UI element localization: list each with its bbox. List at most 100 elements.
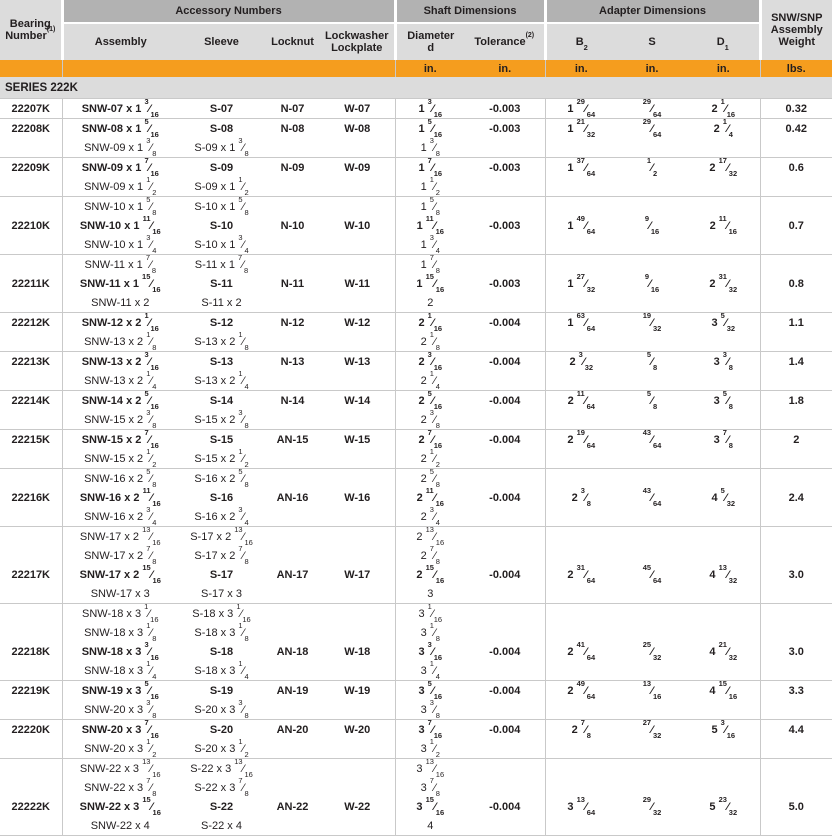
cell-d1 <box>687 371 760 391</box>
table-row: 22210K SNW-10 x 1 11⁄16 S-10 N-10 W-10 1 11⁄1… <box>0 216 832 235</box>
cell-lockwasher: W-22 <box>344 800 371 813</box>
cell-tolerance: -0.004 <box>465 351 546 371</box>
cell-lockwasher: W-17 <box>344 568 371 581</box>
cell-tolerance <box>465 371 545 391</box>
cell-sleeve: S-16 <box>209 491 234 504</box>
header-bearing-label: Bearing Number <box>5 18 51 42</box>
cell-locknut <box>265 371 320 391</box>
cell-weight <box>759 293 832 313</box>
table-row: 22219K SNW-19 x 3 5⁄16 S-19 AN-19 W-19 3 5⁄16… <box>0 680 832 700</box>
cell-b2 <box>544 623 618 642</box>
cell-lockwasher <box>320 293 395 313</box>
cell-weight <box>759 778 832 797</box>
cell-tolerance <box>465 235 545 255</box>
cell-sleeve: S-08 <box>178 118 265 138</box>
cell-b2: 2 3⁄32 <box>544 351 618 371</box>
cell-lockwasher: W-20 <box>320 719 396 739</box>
cell-sleeve: S-20 x 3 3⁄8 <box>194 700 249 720</box>
units-tolerance: in. <box>465 60 546 77</box>
cell-d1: 2 1⁄4 <box>687 118 761 138</box>
cell-b2 <box>544 778 618 797</box>
cell-bearing-number <box>0 177 62 197</box>
cell-bearing-number <box>0 584 62 604</box>
cell-assembly: SNW-13 x 2 1⁄4 <box>61 371 178 391</box>
cell-diameter: 2 3⁄16 <box>394 351 466 371</box>
cell-b2 <box>544 758 618 778</box>
cell-locknut <box>265 603 320 623</box>
cell-b2: 1 27⁄32 <box>544 274 618 293</box>
cell-assembly: SNW-14 x 2 5⁄16 <box>61 390 178 410</box>
cell-s: 27⁄32 <box>617 719 688 739</box>
cell-lockwasher: W-08 <box>320 118 396 138</box>
cell-sleeve: S-10 x 1 3⁄4 <box>194 235 249 255</box>
cell-weight: 5.0 <box>759 797 832 816</box>
cell-d1 <box>687 235 760 255</box>
cell-weight: 2.4 <box>759 488 832 507</box>
cell-sleeve: S-13 <box>178 351 265 371</box>
cell-locknut <box>265 196 320 216</box>
cell-locknut: AN-15 <box>265 429 320 449</box>
cell-tolerance <box>465 196 546 216</box>
cell-tolerance <box>465 332 545 352</box>
cell-assembly: SNW-18 x 3 1⁄4 <box>61 661 178 681</box>
cell-sleeve: S-18 x 3 1⁄16 <box>178 603 265 623</box>
table-row: 22220K SNW-20 x 3 7⁄16 S-20 AN-20 W-20 3 7⁄16… <box>0 719 832 739</box>
cell-bearing-number: 22213K <box>0 351 62 371</box>
cell-s <box>617 661 687 681</box>
cell-d1 <box>687 546 760 565</box>
table-row: SNW-10 x 1 3⁄4 S-10 x 1 3⁄4 1 3⁄4 <box>0 235 832 255</box>
cell-weight <box>759 623 832 642</box>
cell-weight <box>759 371 832 391</box>
cell-weight <box>759 410 832 430</box>
header-sleeve: Sleeve <box>178 23 265 60</box>
cell-tolerance <box>465 177 545 197</box>
cell-sleeve: S-16 x 2 5⁄8 <box>178 468 265 488</box>
cell-b2 <box>544 584 618 604</box>
cell-assembly: SNW-15 x 2 7⁄16 <box>61 429 178 449</box>
cell-s: 19⁄32 <box>617 312 688 332</box>
cell-bearing-number: 22217K <box>11 568 51 581</box>
cell-locknut <box>265 526 320 546</box>
cell-b2 <box>544 410 618 430</box>
cell-assembly: SNW-22 x 3 7⁄8 <box>61 778 178 797</box>
header-d1-label: D <box>716 36 725 48</box>
cell-bearing-number <box>0 700 62 720</box>
cell-sleeve: S-18 <box>209 645 234 658</box>
cell-diameter: 2 1⁄16 <box>394 312 466 332</box>
cell-assembly: SNW-17 x 2 7⁄8 <box>61 546 178 565</box>
cell-bearing-number: 22215K <box>0 429 62 449</box>
cell-lockwasher <box>320 584 395 604</box>
cell-assembly: SNW-17 x 2 13⁄16 <box>61 526 178 546</box>
cell-lockwasher: W-13 <box>320 351 396 371</box>
cell-lockwasher <box>320 546 395 565</box>
tolerance-footnote-marker: (2) <box>525 31 535 39</box>
cell-d1: 5 23⁄32 <box>709 797 738 816</box>
table-row: 22212K SNW-12 x 2 1⁄16 S-12 N-12 W-12 2 1⁄16-… <box>0 312 832 332</box>
cell-diameter: 3 3⁄16 <box>394 642 466 661</box>
cell-b2 <box>544 235 618 255</box>
cell-lockwasher <box>320 623 395 642</box>
cell-weight <box>759 758 832 778</box>
cell-diameter: 2 7⁄16 <box>394 429 466 449</box>
cell-bearing-number <box>0 778 62 797</box>
cell-lockwasher <box>320 816 395 836</box>
cell-tolerance: -0.003 <box>489 219 521 232</box>
cell-s <box>617 623 687 642</box>
cell-diameter: 3 1⁄4 <box>394 661 466 681</box>
cell-s <box>617 546 687 565</box>
cell-bearing-number <box>0 196 62 216</box>
cell-b2 <box>544 700 618 720</box>
cell-assembly: SNW-16 x 2 3⁄4 <box>61 507 178 527</box>
cell-sleeve: S-13 x 2 1⁄4 <box>194 371 249 391</box>
cell-sleeve: S-12 <box>178 312 265 332</box>
cell-tolerance <box>465 410 545 430</box>
cell-diameter: 3 1⁄2 <box>394 739 466 759</box>
cell-d1 <box>687 603 761 623</box>
cell-b2 <box>544 603 618 623</box>
cell-locknut: N-10 <box>280 219 305 232</box>
cell-tolerance <box>465 778 545 797</box>
cell-lockwasher <box>320 449 395 469</box>
table-row: SNW-16 x 2 3⁄4 S-16 x 2 3⁄4 2 3⁄4 <box>0 507 832 527</box>
cell-s <box>617 410 687 430</box>
cell-diameter: 3 3⁄8 <box>394 700 466 720</box>
